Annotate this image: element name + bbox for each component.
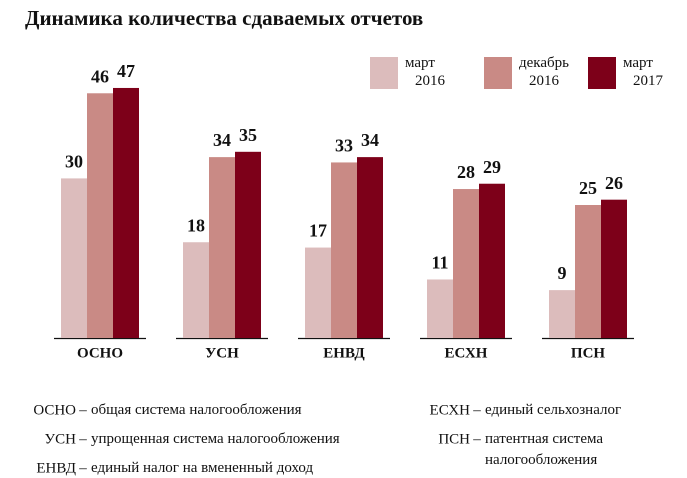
chart-title: Динамика количества сдаваемых отчетов [25, 6, 423, 30]
note-dash: – [78, 402, 87, 418]
legend-label: март 2017 [623, 55, 664, 89]
value-label: 30 [65, 152, 83, 172]
value-label: 26 [605, 173, 623, 193]
value-label: 47 [117, 61, 135, 81]
bar [427, 279, 453, 338]
x-tick-label: ОСНО [77, 345, 123, 361]
note-term: УСН [45, 431, 77, 447]
bar [357, 157, 383, 338]
note-text: упрощенная система налогообложения [91, 431, 340, 447]
note-dash: – [472, 402, 481, 418]
bar [331, 162, 357, 338]
note-dash: – [78, 460, 87, 476]
legend-swatch [588, 57, 616, 89]
x-tick-label: ЕСХН [445, 345, 488, 361]
bar [235, 151, 261, 338]
bar [87, 93, 113, 338]
bar [113, 87, 139, 339]
value-label: 17 [309, 221, 327, 241]
value-label: 9 [558, 263, 567, 283]
legend-swatch [370, 57, 398, 89]
bar [183, 242, 209, 338]
bar [549, 290, 575, 338]
bar [601, 199, 627, 338]
note-text: общая система налогообложения [91, 402, 302, 418]
bar [305, 247, 331, 338]
bar [479, 183, 505, 338]
value-label: 46 [91, 66, 109, 86]
value-label: 28 [457, 162, 475, 182]
note-text: единый налог на вмененный доход [91, 460, 313, 476]
note-text: единый сельхозналог [485, 402, 621, 418]
x-tick-label: ПСН [571, 345, 606, 361]
legend-swatch [484, 57, 512, 89]
note-term: ЕСХН [430, 402, 471, 418]
value-label: 34 [361, 130, 379, 150]
bar [61, 178, 87, 338]
value-label: 25 [579, 178, 597, 198]
x-tick-label: ЕНВД [323, 345, 365, 361]
value-label: 18 [187, 215, 205, 235]
value-label: 34 [213, 130, 231, 150]
bar [209, 157, 235, 338]
note-dash: – [78, 431, 87, 447]
bar [453, 189, 479, 338]
note-dash: – [472, 431, 481, 447]
note-text: патентная система налогообложения [485, 431, 603, 468]
note-term: ОСНО [33, 402, 76, 418]
legend-label: декабрь 2016 [519, 55, 569, 89]
bar [575, 205, 601, 338]
value-label: 35 [239, 125, 257, 145]
note-term: ПСН [438, 431, 470, 447]
legend-label: март 2016 [405, 55, 446, 89]
value-label: 33 [335, 136, 353, 156]
note-term: ЕНВД [36, 460, 76, 476]
value-label: 29 [483, 157, 501, 177]
value-label: 11 [431, 253, 448, 273]
x-tick-label: УСН [205, 345, 239, 361]
